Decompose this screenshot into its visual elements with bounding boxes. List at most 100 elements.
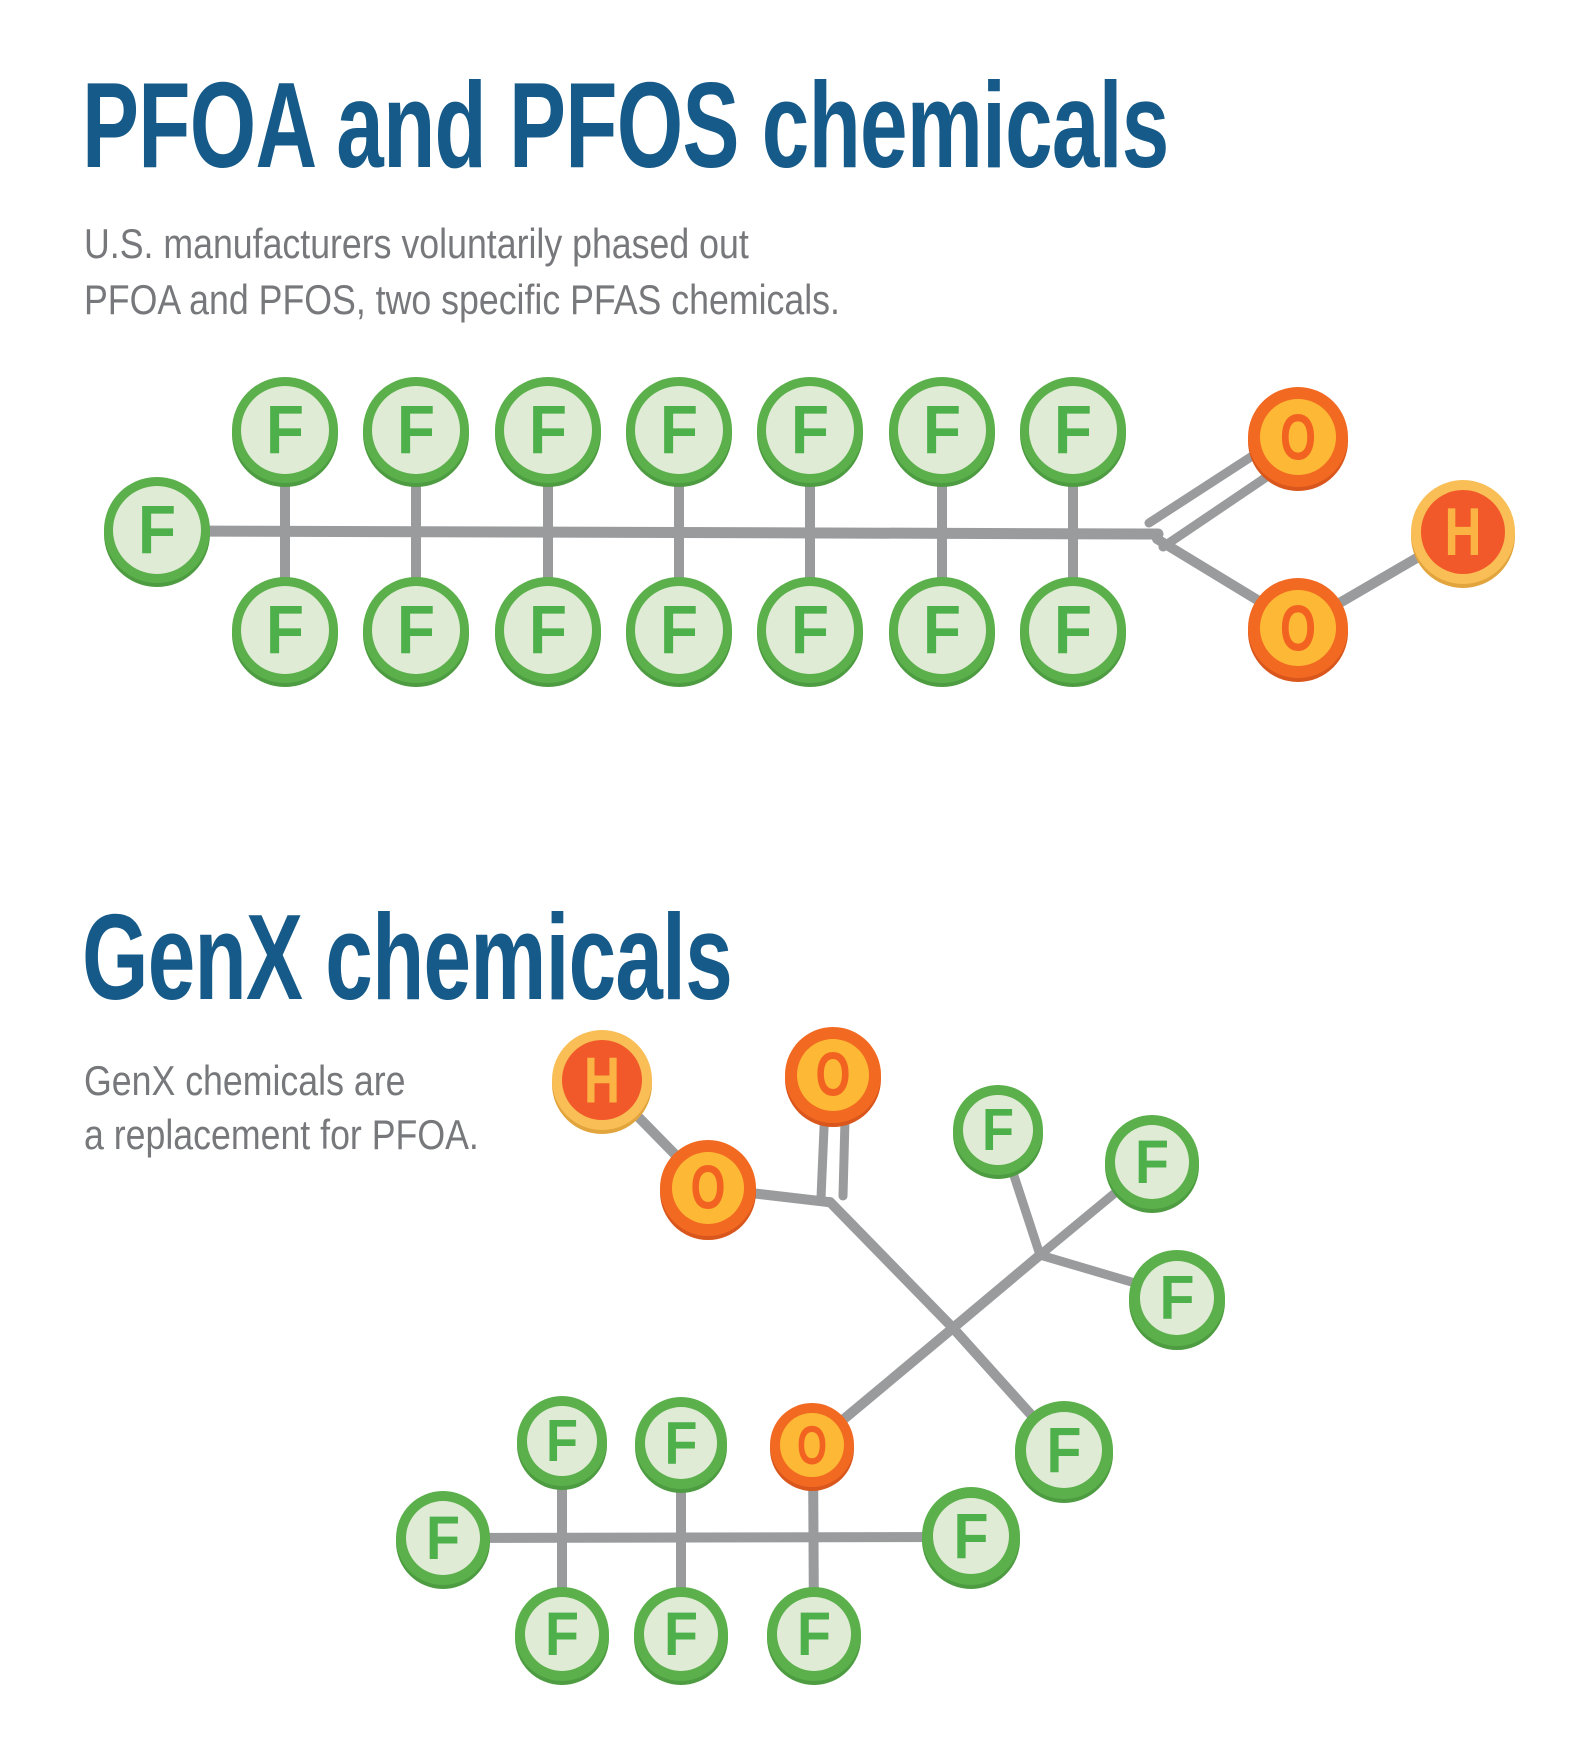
section1-title-text: PFOA and PFOS chemicals	[82, 57, 1169, 193]
atom-label: F	[923, 392, 961, 469]
section1-subtitle-line2: PFOA and PFOS, two specific PFAS chemica…	[84, 276, 840, 323]
atom-F: F	[363, 377, 469, 487]
section2-title: GenX chemicals	[82, 896, 1011, 1018]
atom-fill	[562, 1040, 642, 1120]
atom-label: F	[1054, 592, 1092, 669]
atom-label: F	[546, 1408, 578, 1474]
atom-fill	[672, 1152, 744, 1224]
atom-F: F	[515, 1587, 609, 1685]
atom-label: F	[529, 392, 567, 469]
pfoa-pfos-molecule: F F F F F F F F F F F F F F F O O H	[104, 377, 1515, 687]
atom-fill	[1115, 1125, 1189, 1199]
atom-label: F	[791, 392, 829, 469]
atom-fill	[504, 586, 592, 674]
atom-label: F	[982, 1097, 1014, 1163]
atom-fill	[1026, 1412, 1102, 1488]
bond-line	[825, 1197, 958, 1333]
atom-fill	[372, 586, 460, 674]
atom-label: F	[529, 592, 567, 669]
atom-H: H	[552, 1030, 652, 1134]
atom-fill	[644, 1597, 718, 1671]
atom-F: F	[495, 377, 601, 487]
atom-O: O	[1248, 387, 1348, 491]
atom-fill	[525, 1597, 599, 1671]
atom-F: F	[889, 377, 995, 487]
atom-fill	[635, 586, 723, 674]
atom-F: F	[232, 577, 338, 687]
atom-label: F	[1135, 1128, 1169, 1196]
atom-label: O	[1280, 401, 1316, 474]
atom-fill	[1029, 386, 1117, 474]
atom-F: F	[634, 1587, 728, 1685]
atom-label: F	[545, 1600, 579, 1668]
atom-label: F	[660, 392, 698, 469]
atom-fill	[1421, 490, 1505, 574]
atom-label: F	[1047, 1414, 1082, 1486]
atom-fill	[1260, 590, 1336, 666]
atom-label: F	[1054, 392, 1092, 469]
atom-F: F	[1020, 377, 1126, 487]
atom-F: F	[922, 1487, 1020, 1589]
atom-fill	[797, 1039, 869, 1111]
atom-F: F	[635, 1397, 727, 1493]
atom-fill	[1260, 399, 1336, 475]
atom-fill	[898, 386, 986, 474]
atom-fill	[527, 1406, 597, 1476]
atom-label: F	[397, 592, 435, 669]
atom-fill	[963, 1095, 1033, 1165]
atom-fill	[898, 586, 986, 674]
atom-O: O	[660, 1140, 756, 1240]
atom-label: H	[1445, 494, 1482, 570]
atom-fill	[406, 1501, 480, 1575]
atom-fill	[635, 386, 723, 474]
atom-label: H	[584, 1044, 620, 1117]
atom-F: F	[757, 577, 863, 687]
atom-F: F	[953, 1085, 1043, 1179]
atom-O: O	[785, 1027, 881, 1127]
atom-H: H	[1411, 480, 1515, 588]
atom-F: F	[626, 377, 732, 487]
atom-F: F	[889, 577, 995, 687]
section1-subtitle-line1: U.S. manufacturers voluntarily phased ou…	[84, 220, 749, 267]
section2-title-text: GenX chemicals	[82, 889, 733, 1025]
atom-label: F	[791, 592, 829, 669]
atom-label: F	[665, 1410, 698, 1477]
atom-label: F	[426, 1504, 460, 1572]
atom-fill	[113, 486, 201, 574]
atom-label: O	[797, 1414, 827, 1476]
atom-fill	[933, 1498, 1009, 1574]
atom-fill	[1140, 1261, 1214, 1335]
atom-fill	[780, 1413, 844, 1477]
atom-F: F	[232, 377, 338, 487]
atom-label: F	[660, 592, 698, 669]
atom-label: O	[1280, 592, 1316, 665]
atom-label: F	[1160, 1264, 1195, 1333]
atom-label: O	[816, 1041, 851, 1110]
atom-fill	[645, 1407, 717, 1479]
atom-F: F	[1105, 1115, 1199, 1213]
atom-O: O	[770, 1403, 854, 1491]
atom-F: F	[495, 577, 601, 687]
atom-fill	[241, 586, 329, 674]
atom-label: F	[397, 392, 435, 469]
atom-fill	[241, 386, 329, 474]
bond-line	[159, 525, 1164, 540]
atom-F: F	[1015, 1401, 1113, 1503]
atom-label: O	[691, 1154, 726, 1223]
section1-title: PFOA and PFOS chemicals	[82, 64, 1581, 186]
atom-F: F	[1020, 577, 1126, 687]
atom-label: F	[664, 1600, 698, 1668]
atom-fill	[766, 386, 854, 474]
atom-O: O	[1248, 578, 1348, 682]
atom-label: F	[797, 1600, 831, 1668]
section2-subtitle: GenX chemicals are a replacement for PFO…	[84, 1054, 549, 1162]
atom-F: F	[1129, 1250, 1225, 1350]
atom-fill	[1029, 586, 1117, 674]
atom-label: F	[954, 1500, 989, 1572]
atom-label: F	[923, 592, 961, 669]
bond-line	[442, 1532, 973, 1543]
atom-F: F	[767, 1587, 861, 1685]
